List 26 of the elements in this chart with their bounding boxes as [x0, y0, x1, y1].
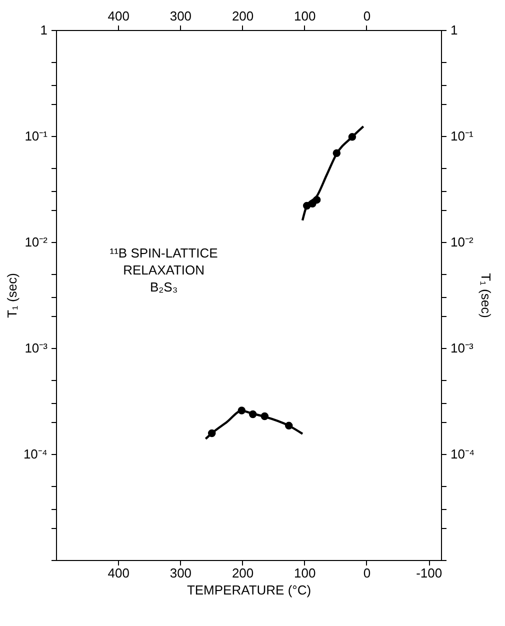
x-axis-title: TEMPERATURE (°C) [186, 582, 312, 598]
text: 10⁻⁴ [450, 446, 475, 462]
x2-tick-label: 400 [108, 8, 130, 24]
y2-axis-title: T₁ (sec) [478, 273, 494, 318]
y-tick-label: 10⁻³ [24, 340, 48, 356]
x-tick-label: -100 [416, 566, 442, 580]
x2-tick-label: 300 [170, 8, 192, 24]
text: 10⁻² [450, 234, 474, 250]
x-tick-label: 100 [294, 566, 316, 580]
text: 1 [450, 22, 458, 38]
x2-tick-label: 0 [363, 8, 371, 24]
x2-tick-label: 100 [294, 8, 316, 24]
y-axis-title: T₁ (sec) [4, 273, 20, 318]
line-series [301, 125, 364, 222]
x-tick-label: 400 [108, 566, 130, 580]
text: 10⁻³ [450, 340, 474, 356]
x-tick-label: 200 [232, 566, 254, 580]
y-tick-label: 10⁻⁴ [23, 446, 48, 462]
y-tick-label: 10⁻² [24, 234, 48, 250]
x-tick-label: 300 [170, 566, 192, 580]
y-tick-label: 1 [40, 22, 48, 38]
x-tick-label: 0 [363, 566, 371, 580]
y-tick-label: 10⁻¹ [24, 128, 48, 144]
x2-tick-label: 200 [232, 8, 254, 24]
annotation: ¹¹B SPIN-LATTICE RELAXATION B₂S₃ [110, 245, 218, 294]
text: 10⁻¹ [450, 128, 474, 144]
